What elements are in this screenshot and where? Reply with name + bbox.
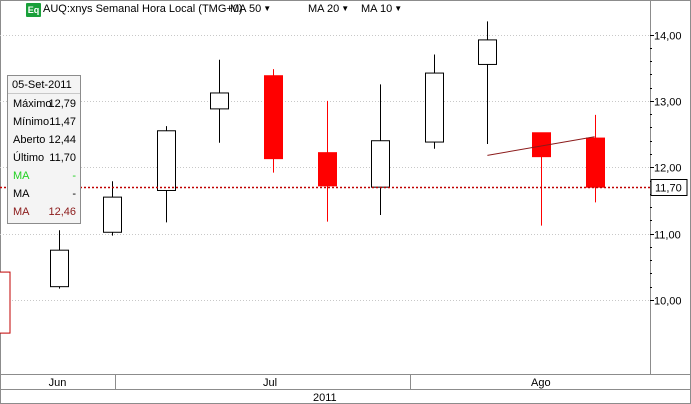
info-row-open: Aberto 12,44 xyxy=(8,131,80,149)
y-tick-label: 14,00 xyxy=(654,31,682,43)
chart-title[interactable]: AUQ:xnys Semanal Hora Local (TMG+0) xyxy=(43,3,243,15)
info-row-high: Máximo 12,79 xyxy=(8,95,80,113)
info-row-ma20: MA - xyxy=(8,185,80,203)
x-tick-label: Ago xyxy=(531,377,551,389)
x-tick-label: Jul xyxy=(263,377,277,389)
info-date: 05-Set-2011 xyxy=(8,76,80,94)
info-label: MA xyxy=(13,206,30,218)
candle-body xyxy=(425,72,444,143)
indicator-ma20[interactable]: MA 20 ▼ xyxy=(308,3,349,15)
dropdown-caret-icon[interactable]: ▼ xyxy=(394,4,403,13)
info-label: Mínimo xyxy=(13,116,50,128)
info-value: 11,70 xyxy=(49,152,76,164)
candle-body xyxy=(0,271,11,334)
indicator-ma10[interactable]: MA 10 ▼ xyxy=(361,3,402,15)
info-row-ma10: MA 12,46 xyxy=(8,203,80,221)
last-price-marker xyxy=(650,179,688,196)
candle-body xyxy=(210,92,229,110)
candle-body xyxy=(371,140,390,188)
data-info-panel: 05-Set-2011 Máximo 12,79 Mínimo 11,47 Ab… xyxy=(7,75,81,224)
indicator-label: MA 10 xyxy=(361,3,393,15)
equity-badge-icon[interactable]: Eq xyxy=(26,3,41,17)
candle-body xyxy=(157,130,176,191)
info-value: 12,46 xyxy=(48,206,76,218)
dropdown-caret-icon[interactable]: ▼ xyxy=(341,4,350,13)
info-value: - xyxy=(72,188,76,200)
y-tick-label: 10,00 xyxy=(654,296,682,308)
overlay-layer: 11,70 xyxy=(0,136,688,196)
y-tick-label: 11,00 xyxy=(654,230,681,242)
info-row-low: Mínimo 11,47 xyxy=(8,113,80,131)
info-label: Último xyxy=(13,152,45,164)
info-label: MA xyxy=(13,188,30,200)
x-tick-label: Jun xyxy=(49,377,67,389)
info-value: 11,47 xyxy=(49,116,76,128)
y-tick-label: 12,00 xyxy=(654,163,682,175)
info-value: - xyxy=(72,170,76,182)
y-tick-label: 13,00 xyxy=(654,97,682,109)
candle-body xyxy=(478,39,497,65)
indicator-ma50[interactable]: MA 50 ▼ xyxy=(230,3,271,15)
info-value: 12,79 xyxy=(48,98,76,110)
indicator-label: MA 20 xyxy=(308,3,340,15)
year-label: 2011 xyxy=(313,392,337,404)
ma10-series-line xyxy=(487,136,595,156)
info-row-ma50: MA - xyxy=(8,167,80,185)
candle-body xyxy=(264,75,283,160)
info-label: MA xyxy=(13,170,30,182)
candle-layer xyxy=(0,21,605,334)
info-row-last: Último 11,70 xyxy=(8,149,80,167)
info-value: 12,44 xyxy=(48,134,76,146)
indicator-label: MA 50 xyxy=(230,3,262,15)
info-label: Aberto xyxy=(13,134,46,146)
last-price-label: 11,70 xyxy=(655,183,682,195)
info-label: Máximo xyxy=(13,98,52,110)
dropdown-caret-icon[interactable]: ▼ xyxy=(263,4,272,13)
candle-body xyxy=(50,249,69,288)
candle-body xyxy=(586,137,605,188)
candle-body xyxy=(103,196,122,233)
candle-body xyxy=(318,152,337,187)
